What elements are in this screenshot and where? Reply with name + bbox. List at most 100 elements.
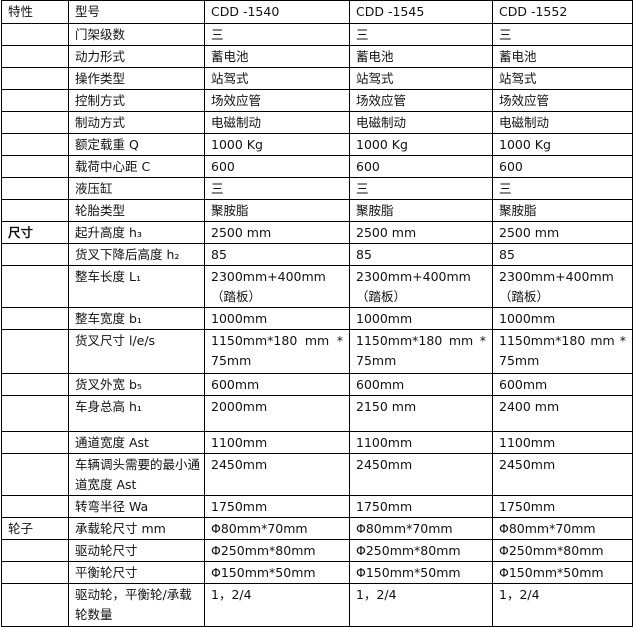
spec-label: 液压缸 [68,177,205,200]
spec-value: 场效应管 [492,89,633,112]
category-cell [1,243,69,266]
table-row: 转弯半径 Wa 1750mm 1750mm 1750mm [1,495,633,518]
spec-value: 2450mm [349,453,493,496]
table-row: 整车宽度 b₁ 1000mm 1000mm 1000mm [1,307,633,330]
category-cell [1,23,69,46]
category-cell [1,45,69,68]
spec-value: 蓄电池 [349,45,493,68]
spec-value: 600 [492,155,633,178]
header-model: CDD -1552 [492,0,633,24]
spec-label: 轮胎类型 [68,199,205,222]
table-row: 制动方式 电磁制动 电磁制动 电磁制动 [1,111,633,134]
spec-value: 场效应管 [349,89,493,112]
table-row: 驱动轮尺寸 Φ250mm*80mm Φ250mm*80mm Φ250mm*80mm [1,539,633,562]
category-cell [1,307,69,330]
spec-label: 车身总高 h₁ [68,395,205,432]
spec-label: 货叉下降后高度 h₂ [68,243,205,266]
table-row: 控制方式 场效应管 场效应管 场效应管 [1,89,633,112]
table-row: 额定载重 Q 1000 Kg 1000 Kg 1000 Kg [1,133,633,156]
spec-value: 1，2/4 [492,583,633,627]
spec-value: 1100mm [349,431,493,454]
spec-label: 驱动轮尺寸 [68,539,205,562]
category-cell [1,561,69,584]
spec-value: Φ250mm*80mm [492,539,633,562]
spec-value: 1000mm [204,307,350,330]
spec-value: 1750mm [492,495,633,518]
spec-label: 货叉外宽 b₅ [68,373,205,396]
header-category: 特性 [1,0,69,24]
header-model: CDD -1540 [204,0,350,24]
spec-value: 2300mm+400mm（踏板） [204,265,350,308]
spec-value: 聚胺脂 [204,199,350,222]
table-row: 货叉外宽 b₅ 600mm 600mm 600mm [1,373,633,396]
spec-label: 制动方式 [68,111,205,134]
spec-value: 85 [204,243,350,266]
spec-value: 电磁制动 [349,111,493,134]
spec-value: 三 [349,23,493,46]
category-cell [1,89,69,112]
spec-value: 1150mm*180 mm *75mm [492,329,633,374]
spec-value: 站驾式 [204,67,350,90]
spec-value: 电磁制动 [492,111,633,134]
table-row: 轮子 承载轮尺寸 mm Φ80mm*70mm Φ80mm*70mm Φ80mm*70mm [1,517,633,540]
category-cell [1,453,69,496]
spec-value: 1000 Kg [492,133,633,156]
category-cell [1,329,69,374]
table-row: 货叉尺寸 l/e/s 1150mm*180 mm *75mm 1150mm*180 … [1,329,633,374]
table-row: 车辆调头需要的最小通道宽度 Ast 2450mm 2450mm 2450mm [1,453,633,496]
category-cell [1,431,69,454]
spec-value: 2400 mm [492,395,633,432]
header-row: 特性 型号 CDD -1540 CDD -1545 CDD -1552 [1,0,633,24]
spec-value: 站驾式 [492,67,633,90]
table-row: 载荷中心距 C 600 600 600 [1,155,633,178]
category-cell [1,495,69,518]
spec-label: 货叉尺寸 l/e/s [68,329,205,374]
spec-value: 85 [349,243,493,266]
table-row: 门架级数三三三 [1,23,633,46]
table-row: 尺寸 起升高度 h₃ 2500 mm 2500 mm 2500 mm [1,221,633,244]
spec-label: 承载轮尺寸 mm [68,517,205,540]
spec-value: 600mm [204,373,350,396]
spec-value: 电磁制动 [204,111,350,134]
spec-value: 场效应管 [204,89,350,112]
category-cell [1,177,69,200]
table-row: 平衡轮尺寸 Φ150mm*50mm Φ150mm*50mm Φ150mm*50mm [1,561,633,584]
spec-value: 2150 mm [349,395,493,432]
spec-value: 2000mm [204,395,350,432]
spec-value: Φ250mm*80mm [204,539,350,562]
spec-value: 600mm [492,373,633,396]
spec-label: 车辆调头需要的最小通道宽度 Ast [68,453,205,496]
spec-value: 1，2/4 [349,583,493,627]
table-row: 车身总高 h₁ 2000mm 2150 mm 2400 mm [1,395,633,432]
spec-value: 2300mm+400mm（踏板） [492,265,633,308]
spec-label: 操作类型 [68,67,205,90]
table-row: 整车长度 L₁ 2300mm+400mm（踏板） 2300mm+400mm（踏板） 2… [1,265,633,308]
spec-value: 三 [492,177,633,200]
spec-value: 1000mm [349,307,493,330]
spec-value: 1150mm*180 mm *75mm [204,329,350,374]
spec-value: 600 [349,155,493,178]
category-cell [1,133,69,156]
spec-value: 2500 mm [492,221,633,244]
spec-value: 1100mm [204,431,350,454]
spec-value: 2450mm [204,453,350,496]
category-cell [1,199,69,222]
category-cell [1,373,69,396]
category-cell: 轮子 [1,517,69,540]
spec-value: 85 [492,243,633,266]
spec-value: 1000 Kg [204,133,350,156]
spec-value: 三 [492,23,633,46]
spec-value: 1750mm [349,495,493,518]
spec-value: Φ150mm*50mm [204,561,350,584]
spec-value: Φ80mm*70mm [492,517,633,540]
spec-label: 通道宽度 Ast [68,431,205,454]
category-cell [1,265,69,308]
spec-value: 1150mm*180 mm *75mm [349,329,493,374]
spec-value: 聚胺脂 [349,199,493,222]
spec-value: 三 [204,177,350,200]
spec-value: Φ80mm*70mm [349,517,493,540]
spec-value: 2500 mm [204,221,350,244]
spec-value: Φ80mm*70mm [204,517,350,540]
table-row: 驱动轮，平衡轮/承载轮数量 1，2/4 1，2/4 1，2/4 [1,583,633,627]
